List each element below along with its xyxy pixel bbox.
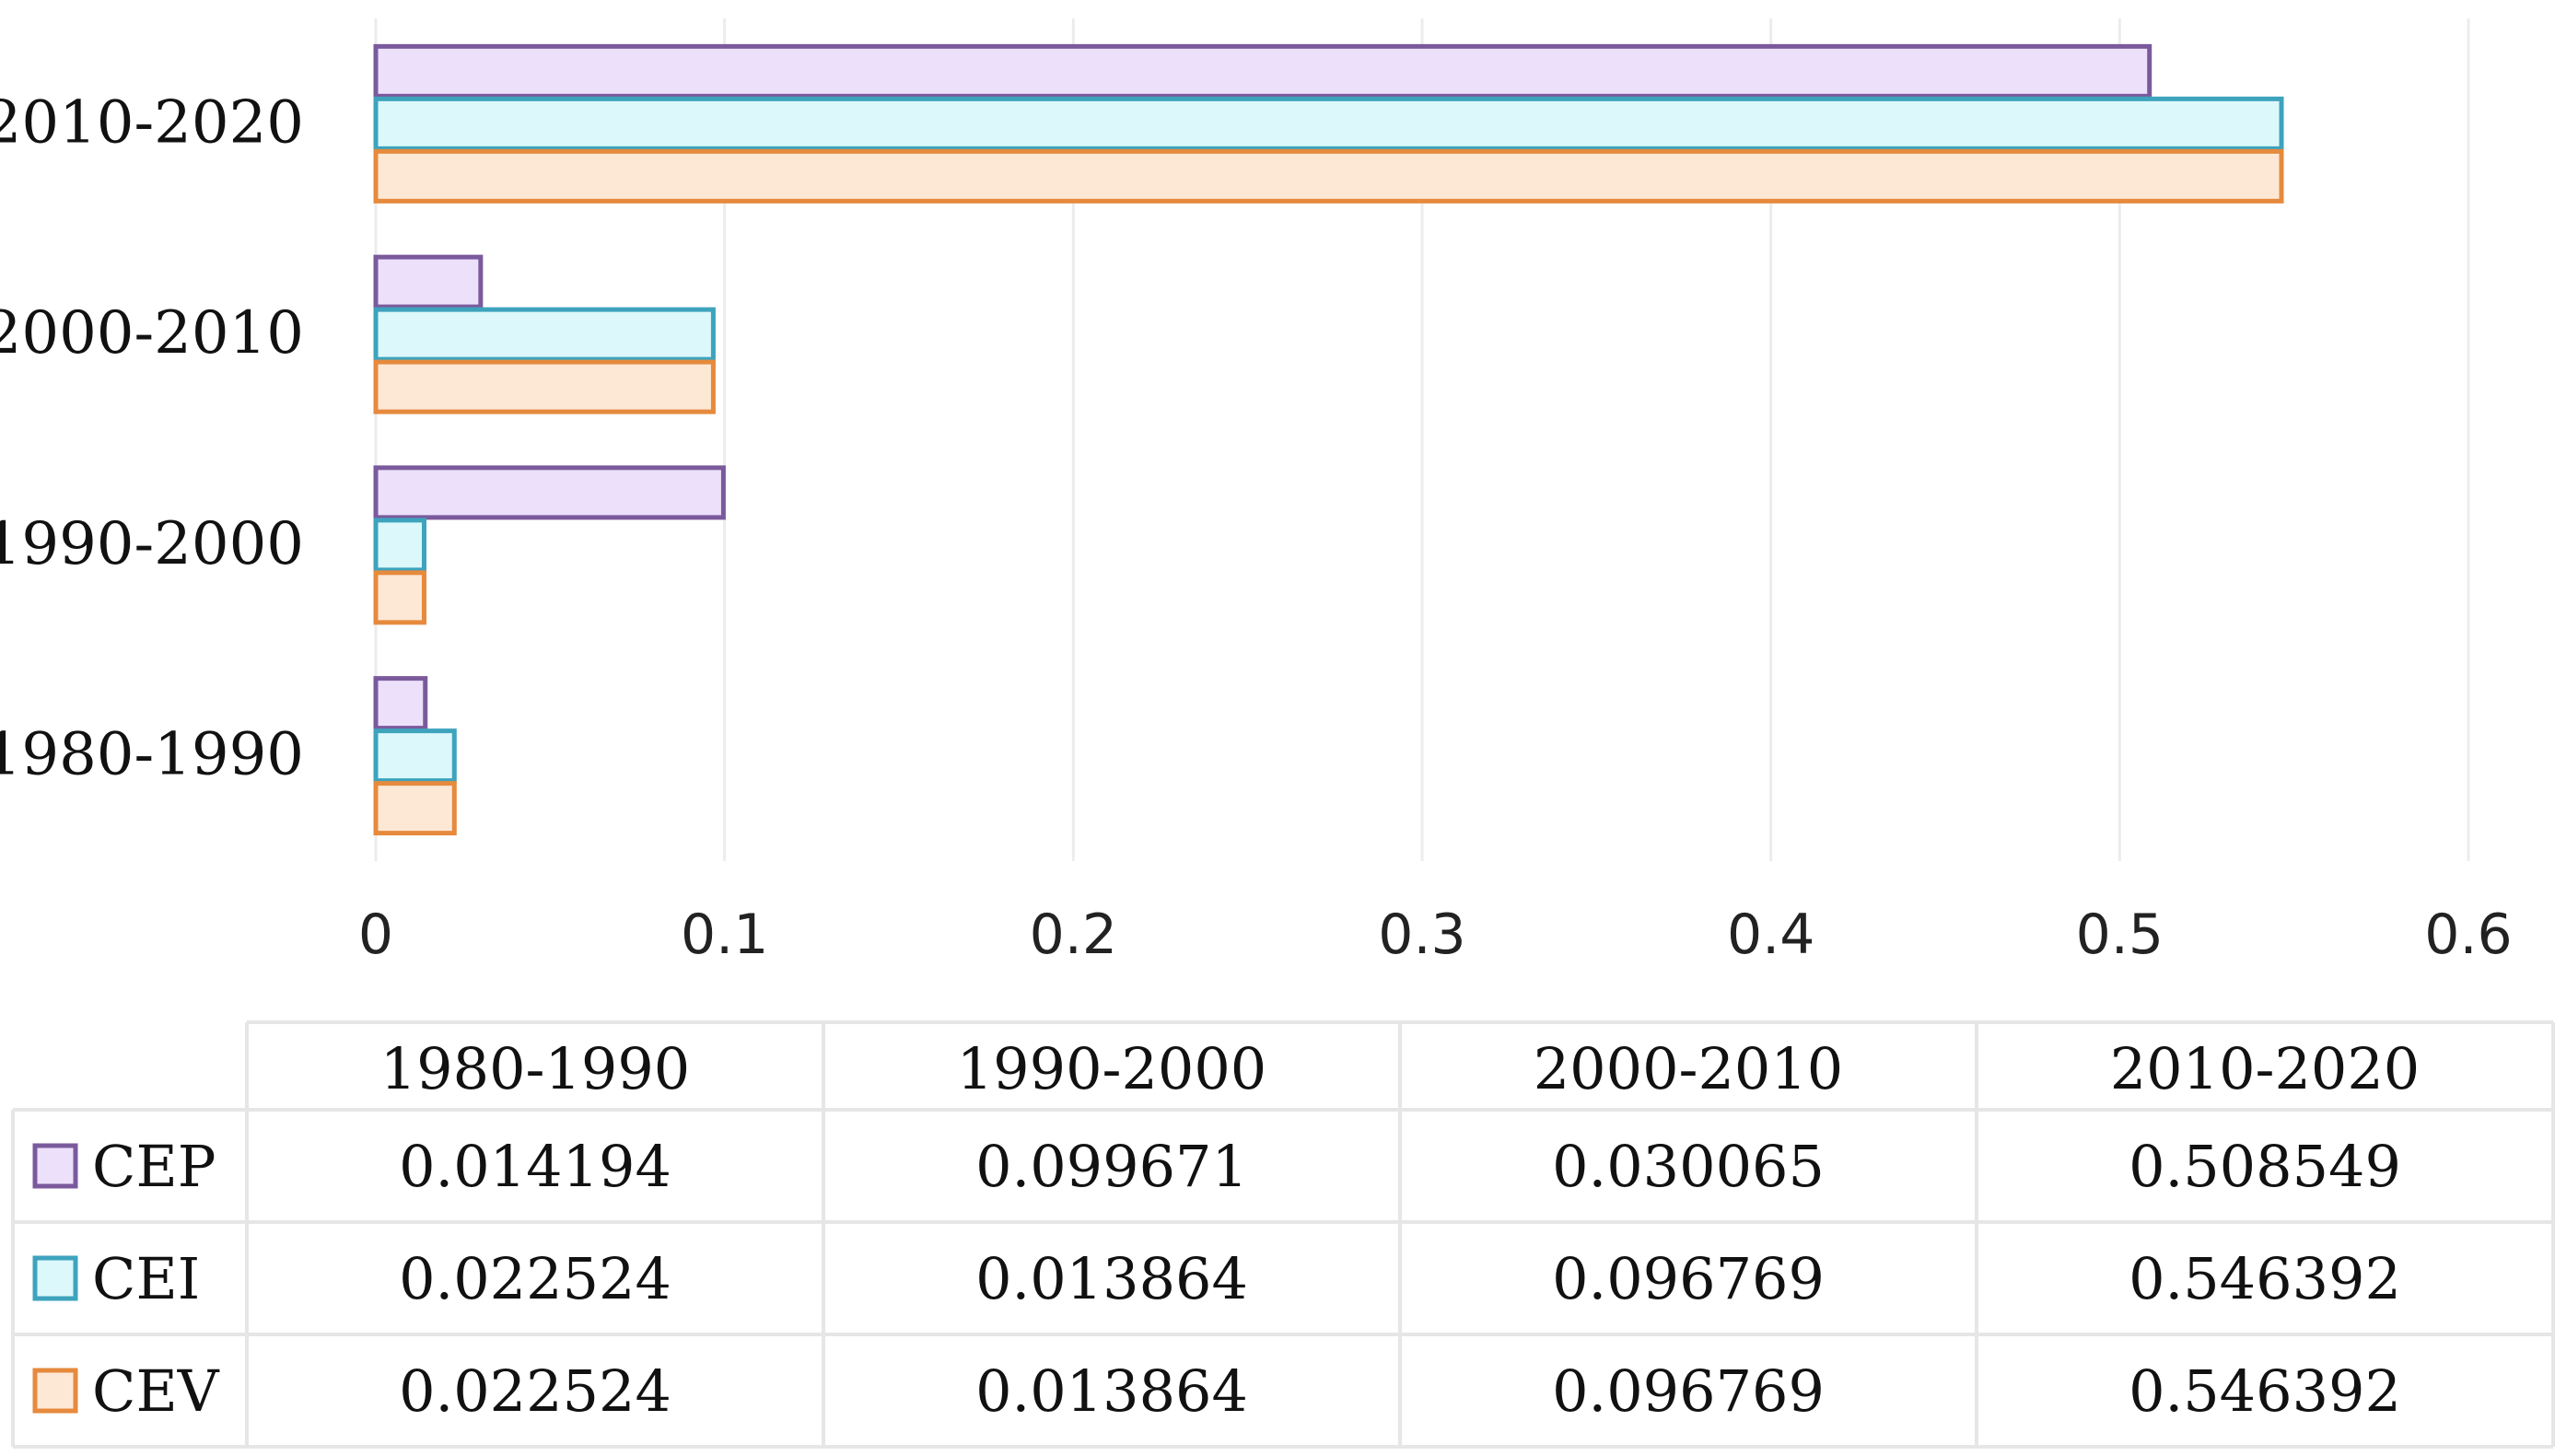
table-row-label: CEV (92, 1357, 220, 1425)
table-cell: 0.013864 (975, 1245, 1248, 1312)
data-table: 1980-1990 1990-2000 2000-2010 2010-2020 CEP 0… (11, 1020, 2555, 1449)
table-cell: 0.508549 (2129, 1133, 2401, 1200)
table-cell: 0.096769 (1552, 1245, 1825, 1312)
table-column-header: 2000-2010 (1534, 1035, 1844, 1102)
table-cell: 0.022524 (399, 1357, 671, 1425)
table-cell: 0.013864 (975, 1357, 1248, 1425)
bar-cep-1980-1990 (373, 676, 428, 731)
category-labels: 1980-1990 1990-2000 2000-2010 2010-2020 (0, 88, 304, 788)
x-tick-labels: 0 0.1 0.2 0.3 0.4 0.5 0.6 (358, 903, 2513, 967)
table-cell: 0.099671 (975, 1133, 1248, 1200)
x-tick-label: 0.6 (2424, 903, 2512, 967)
table-column-header: 2010-2020 (2110, 1035, 2421, 1102)
x-tick-label: 0.4 (1727, 903, 1814, 967)
bar-cei-2000-2010 (373, 307, 716, 362)
bar-cev-2010-2020 (373, 148, 2284, 204)
x-tick-label: 0.2 (1030, 903, 1117, 967)
table-column-header: 1980-1990 (380, 1035, 691, 1102)
table-cell: 0.030065 (1552, 1133, 1825, 1200)
bar-cep-1990-2000 (373, 465, 726, 520)
table-cell: 0.546392 (2129, 1357, 2401, 1425)
bar-cev-2000-2010 (373, 359, 716, 414)
bar-cev-1990-2000 (373, 570, 426, 625)
bar-cep-2010-2020 (373, 43, 2152, 99)
category-label: 1990-2000 (0, 510, 304, 578)
table-row-label: CEI (92, 1245, 200, 1312)
x-tick-label: 0 (358, 903, 393, 967)
table-column-header: 1990-2000 (957, 1035, 1267, 1102)
bar-cep-2000-2010 (373, 254, 484, 309)
legend-swatch-cep (32, 1143, 78, 1189)
x-tick-label: 0.5 (2076, 903, 2164, 967)
category-label: 2010-2020 (0, 88, 304, 157)
bar-cei-2010-2020 (373, 96, 2284, 151)
table-cell: 0.014194 (399, 1133, 671, 1200)
table-cell: 0.546392 (2129, 1245, 2401, 1312)
table-row-label: CEP (92, 1133, 216, 1200)
category-label: 2000-2010 (0, 299, 304, 367)
table-cell: 0.022524 (399, 1245, 671, 1312)
bar-cei-1990-2000 (373, 518, 426, 573)
bar-cev-1980-1990 (373, 781, 457, 836)
category-label: 1980-1990 (0, 721, 304, 789)
bar-cei-1980-1990 (373, 728, 457, 784)
bars (373, 43, 2284, 836)
legend-swatch-cei (32, 1255, 78, 1301)
x-tick-label: 0.3 (1378, 903, 1465, 967)
x-tick-label: 0.1 (681, 903, 768, 967)
table-cell: 0.096769 (1552, 1357, 1825, 1425)
legend-swatch-cev (32, 1368, 78, 1414)
